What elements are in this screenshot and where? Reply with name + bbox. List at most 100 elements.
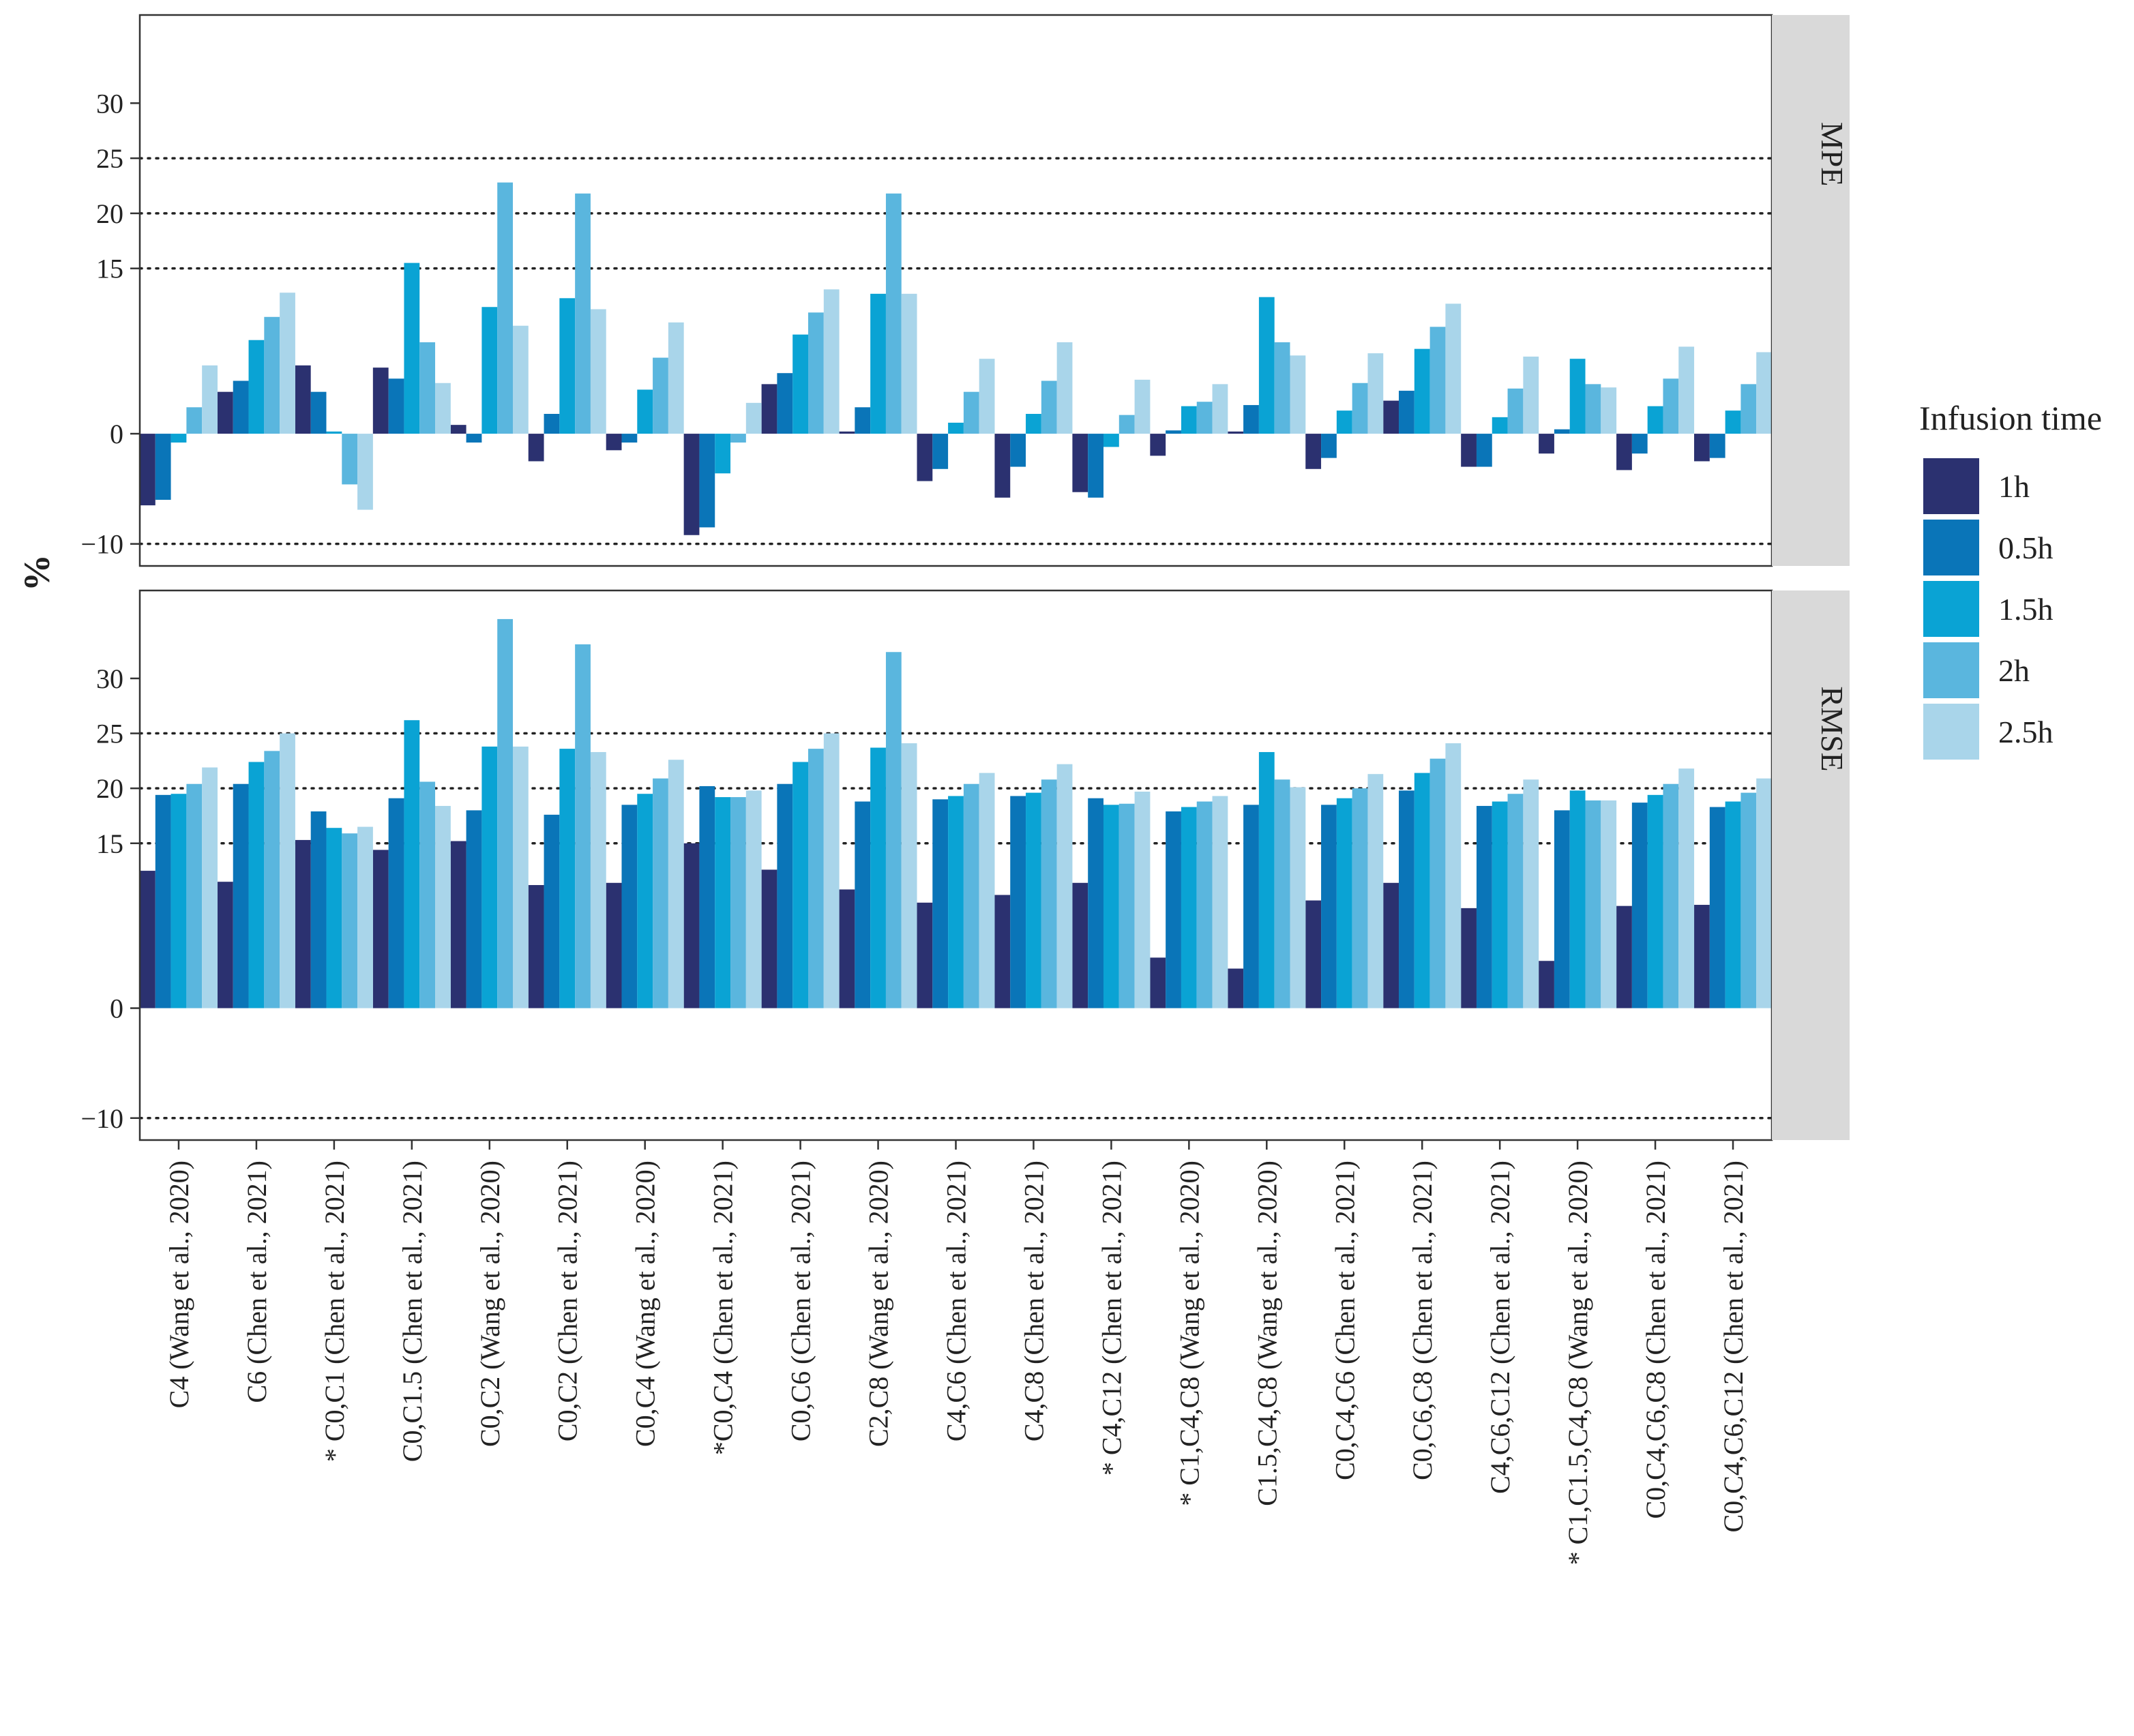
- bar-rmse-2h: [497, 618, 513, 1008]
- bar-mpe-2h: [1663, 378, 1679, 434]
- bar-rmse-0.5h: [466, 810, 482, 1008]
- bar-mpe-0.5h: [1010, 434, 1026, 467]
- bar-rmse-2.5h: [512, 746, 529, 1008]
- bar-rmse-1h: [1150, 957, 1166, 1008]
- category-label: C2,C8 (Wang et al., 2020): [863, 1161, 894, 1447]
- category-label: * C0,C1 (Chen et al., 2021): [319, 1161, 350, 1462]
- bar-rmse-1.5h: [1336, 798, 1352, 1008]
- bar-rmse-2h: [1663, 783, 1679, 1008]
- y-tick-label: 20: [96, 773, 123, 804]
- category-label: C0,C6 (Chen et al., 2021): [786, 1161, 816, 1441]
- bar-rmse-2.5h: [1601, 800, 1617, 1008]
- bar-mpe-1h: [295, 365, 311, 434]
- y-tick-label: 30: [96, 663, 123, 694]
- bar-rmse-2.5h: [280, 733, 295, 1008]
- bar-mpe-1.5h: [1492, 417, 1508, 434]
- y-axis-title: %: [16, 554, 57, 591]
- bar-mpe-2h: [1118, 415, 1135, 434]
- bar-rmse-2.5h: [901, 743, 917, 1008]
- bar-mpe-0.5h: [1709, 434, 1725, 458]
- bar-rmse-2.5h: [823, 733, 840, 1008]
- bar-rmse-1.5h: [1647, 794, 1663, 1008]
- bar-rmse-1h: [1072, 882, 1088, 1008]
- bar-mpe-2.5h: [202, 365, 218, 434]
- bar-mpe-1h: [917, 434, 933, 481]
- bar-rmse-1h: [606, 882, 622, 1008]
- bar-rmse-2.5h: [1367, 774, 1384, 1008]
- bar-mpe-2.5h: [357, 434, 373, 510]
- bar-rmse-0.5h: [621, 805, 638, 1008]
- bar-rmse-1.5h: [1725, 801, 1741, 1008]
- bar-rmse-1.5h: [1258, 751, 1275, 1008]
- bar-mpe-0.5h: [1631, 434, 1648, 454]
- category-label: C4,C6 (Chen et al., 2021): [941, 1161, 972, 1441]
- bar-rmse-1h: [1461, 908, 1477, 1008]
- panel-rmse: −10 0 15 20 25 30 RMSE: [80, 589, 1850, 1141]
- bar-rmse-1.5h: [171, 794, 187, 1008]
- bar-mpe-1h: [217, 391, 233, 434]
- legend-swatch: [1923, 520, 1979, 575]
- bar-rmse-0.5h: [1554, 810, 1570, 1008]
- bar-rmse-1.5h: [1026, 792, 1041, 1008]
- bar-rmse-0.5h: [1010, 796, 1026, 1008]
- bar-rmse-2.5h: [435, 805, 451, 1008]
- bar-mpe-1.5h: [404, 263, 420, 434]
- category-label: C0,C4,C6,C12 (Chen et al., 2021): [1718, 1161, 1749, 1533]
- bar-rmse-2.5h: [590, 751, 606, 1008]
- bar-rmse-2h: [1352, 788, 1368, 1008]
- bar-rmse-1.5h: [870, 747, 886, 1008]
- bar-rmse-1.5h: [559, 749, 576, 1008]
- category-label: C4 (Wang et al., 2020): [164, 1161, 194, 1408]
- bar-rmse-0.5h: [155, 794, 171, 1008]
- bar-mpe-0.5h: [1321, 434, 1337, 458]
- bar-rmse-0.5h: [1631, 803, 1648, 1008]
- bar-rmse-1h: [295, 839, 311, 1008]
- bar-rmse-1h: [217, 882, 233, 1008]
- bar-mpe-1h: [606, 434, 622, 451]
- bar-rmse-0.5h: [932, 799, 949, 1008]
- bar-rmse-2h: [1740, 792, 1757, 1008]
- bar-mpe-2h: [1274, 342, 1290, 434]
- bar-mpe-1h: [139, 434, 155, 506]
- bar-mpe-1.5h: [948, 422, 964, 434]
- bar-rmse-2.5h: [1212, 796, 1228, 1008]
- category-label: C0,C2 (Chen et al., 2021): [552, 1161, 583, 1441]
- bar-rmse-0.5h: [233, 783, 249, 1008]
- bar-rmse-0.5h: [388, 798, 404, 1008]
- bar-mpe-2.5h: [979, 359, 995, 434]
- bar-rmse-2h: [1118, 803, 1135, 1008]
- bar-rmse-0.5h: [777, 783, 793, 1008]
- bar-mpe-0.5h: [699, 434, 715, 528]
- bar-mpe-2h: [264, 316, 280, 434]
- bar-mpe-2h: [1740, 384, 1757, 434]
- bar-rmse-2h: [1041, 779, 1057, 1008]
- bar-rmse-1.5h: [948, 796, 964, 1008]
- bar-rmse-1.5h: [1569, 790, 1586, 1008]
- bar-mpe-1.5h: [637, 389, 653, 434]
- bar-rmse-1h: [1383, 882, 1399, 1008]
- bar-mpe-2h: [1196, 402, 1213, 434]
- legend-label: 2.5h: [1998, 715, 2054, 749]
- bar-rmse-1.5h: [1181, 807, 1197, 1008]
- category-label: C6 (Chen et al., 2021): [241, 1161, 272, 1403]
- bar-mpe-2.5h: [901, 293, 917, 434]
- bar-mpe-1.5h: [1569, 359, 1586, 434]
- bar-mpe-1.5h: [715, 434, 731, 474]
- bar-rmse-2h: [264, 751, 280, 1008]
- bar-mpe-2.5h: [745, 402, 762, 434]
- bar-mpe-1.5h: [1336, 410, 1352, 434]
- category-label: * C1,C1.5,C4,C8 (Wang et al., 2020): [1562, 1161, 1593, 1565]
- bar-mpe-2h: [419, 342, 436, 434]
- bar-mpe-2h: [730, 434, 746, 443]
- bar-mpe-1.5h: [1414, 348, 1430, 434]
- bar-mpe-1h: [1228, 431, 1244, 434]
- bar-mpe-2h: [575, 193, 591, 434]
- y-tick-label: 30: [96, 88, 123, 119]
- bar-rmse-2.5h: [1678, 768, 1695, 1008]
- y-tick-label: 20: [96, 198, 123, 229]
- y-tick-label: 0: [110, 419, 123, 449]
- bar-mpe-2h: [963, 391, 979, 434]
- bar-mpe-2h: [1041, 380, 1057, 434]
- bar-rmse-2.5h: [1056, 764, 1073, 1008]
